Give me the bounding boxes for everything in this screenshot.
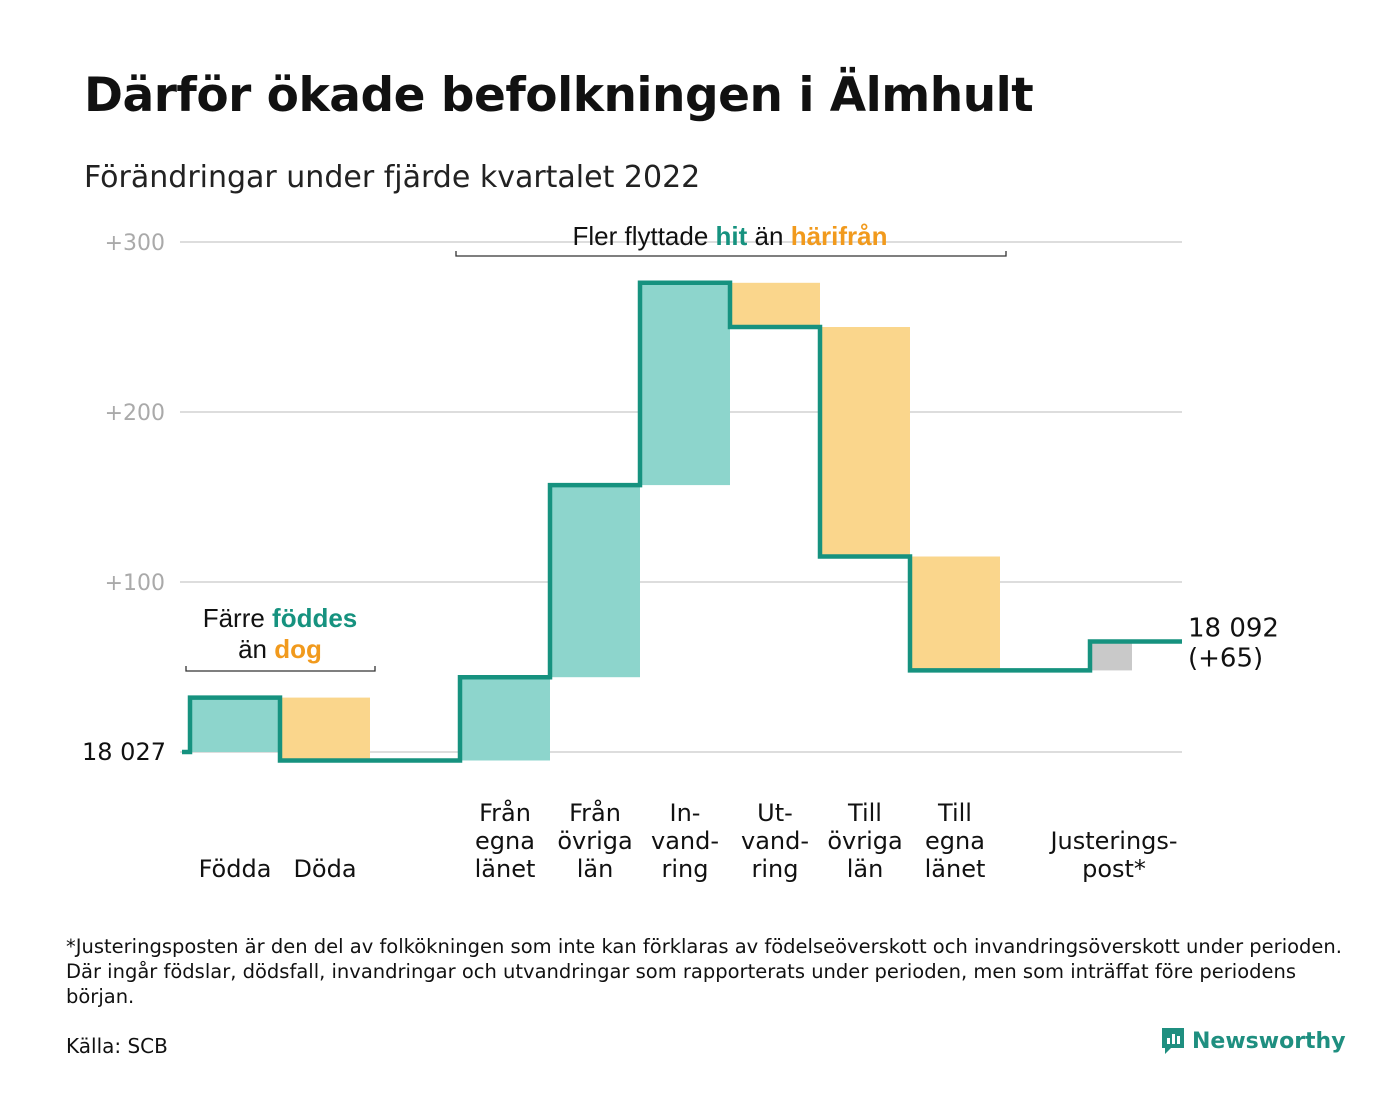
category-label: övriga: [557, 827, 632, 855]
step-line: [182, 280, 1182, 763]
brand-logo: Newsworthy: [1160, 1026, 1346, 1056]
bar: [280, 697, 370, 761]
category-label: Till: [847, 799, 882, 827]
category-label: Från: [569, 798, 621, 827]
start-value-label: 18 027: [82, 738, 166, 766]
y-tick-label: +300: [105, 231, 165, 256]
category-label: länet: [925, 855, 986, 883]
end-value-label: 18 092: [1188, 614, 1279, 644]
category-label: egna: [925, 827, 985, 855]
births-annotation-line2: än dog: [238, 634, 322, 664]
bar: [460, 677, 550, 761]
category-label: ring: [752, 855, 799, 883]
y-tick-labels: +100 +200 +300: [105, 231, 165, 596]
category-labels: Födda DödaFrånegnalänetFrånövrigalänIn-va…: [199, 798, 1178, 883]
y-tick-label: +100: [105, 571, 165, 596]
bar: [550, 485, 640, 678]
category-label: övriga: [827, 827, 902, 855]
births-bracket: [185, 666, 376, 672]
category-label: vand-: [741, 827, 809, 855]
footnote: *Justeringsposten är den del av folkökni…: [66, 935, 1342, 1008]
category-label: länet: [475, 855, 536, 883]
bar: [640, 282, 730, 486]
category-label: Döda: [293, 855, 356, 883]
bar: [190, 697, 280, 752]
brand-name: Newsworthy: [1192, 1028, 1346, 1054]
category-label: Ut-: [757, 799, 793, 827]
bar: [910, 556, 1000, 671]
category-label: egna: [475, 827, 535, 855]
bar: [820, 327, 910, 557]
category-label: post*: [1082, 855, 1146, 883]
end-change-label: (+65): [1188, 644, 1263, 674]
chart-title: Därför ökade befolkningen i Älmhult: [84, 68, 1034, 123]
migration-bracket: [455, 251, 1007, 257]
step-line-path: [182, 280, 1182, 763]
category-label: ring: [662, 855, 709, 883]
category-label: Från: [479, 798, 531, 827]
bar: [730, 282, 820, 327]
migration-annotation: Fler flyttade hit än härifrån: [572, 221, 887, 251]
category-label: län: [577, 855, 614, 883]
category-label: Födda: [199, 855, 272, 883]
newsworthy-logo-icon: [1162, 1028, 1184, 1054]
chart-subtitle: Förändringar under fjärde kvartalet 2022: [84, 160, 701, 195]
category-label: Till: [937, 799, 972, 827]
births-annotation-line1: Färre föddes: [203, 603, 358, 633]
category-label: vand-: [651, 827, 719, 855]
category-label: Justerings-: [1048, 827, 1177, 855]
bar: [1092, 641, 1132, 671]
y-tick-label: +200: [105, 401, 165, 426]
bars: [190, 282, 1132, 761]
source-note: Källa: SCB: [66, 1034, 168, 1058]
category-label: In-: [670, 799, 701, 827]
category-label: län: [847, 855, 884, 883]
